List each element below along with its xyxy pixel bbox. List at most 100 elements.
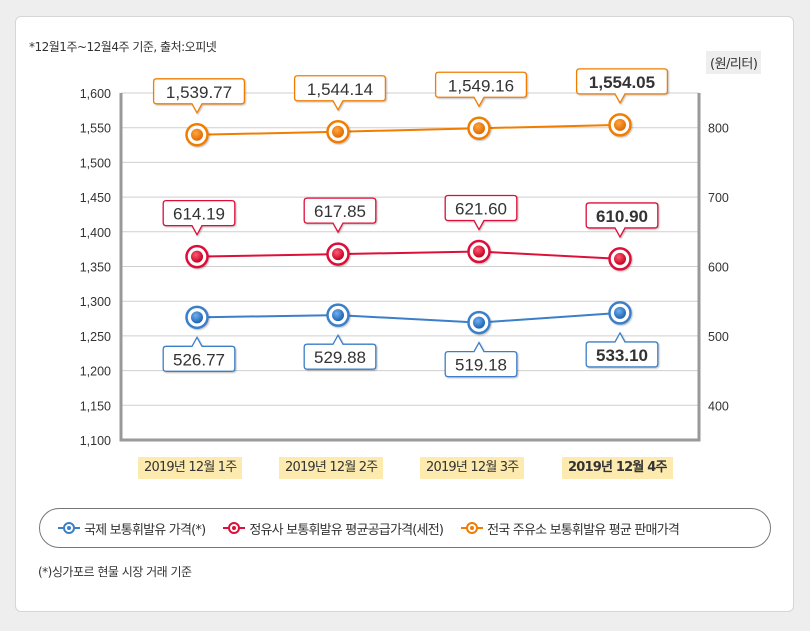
left-tick-label: 1,200 [80, 365, 111, 379]
legend-item-refinery[interactable]: 정유사 보통휘발유 평균공급가격(세전) [223, 519, 444, 538]
marker-dot [332, 125, 344, 138]
marker-dot [473, 316, 485, 329]
data-label: 1,539.77 [166, 83, 232, 102]
series-line [196, 311, 621, 324]
source-note: *12월1주~12월4주 기준, 출처:오피넷 [29, 40, 217, 54]
data-label: 1,549.16 [448, 76, 514, 95]
data-label-callout [434, 71, 528, 108]
category-label: 2019년 12월 4주 [562, 457, 673, 479]
callout-box [585, 202, 659, 239]
unit-label: (원/리터) [706, 51, 762, 74]
category-label: 2019년 12월 2주 [279, 457, 384, 479]
data-label: 529.88 [314, 348, 366, 367]
data-point [185, 305, 209, 330]
left-tick-label: 1,300 [80, 295, 111, 309]
data-point [467, 116, 491, 141]
orange-marker-icon [461, 521, 484, 535]
marker-dot [332, 248, 344, 261]
data-point [608, 301, 632, 325]
marker-dot [191, 311, 203, 324]
data-point [185, 244, 209, 269]
left-tick-label: 1,100 [80, 434, 111, 448]
marker-dot [614, 252, 626, 265]
data-label-callout [293, 75, 387, 112]
data-label-callout [303, 197, 377, 234]
data-point [608, 247, 632, 271]
series-line [196, 250, 621, 260]
left-tick-label: 1,550 [80, 122, 111, 136]
marker-dot [191, 250, 203, 263]
data-point [467, 310, 491, 335]
data-label: 614.19 [173, 205, 225, 224]
data-label: 621.60 [455, 200, 507, 219]
data-label-callout [585, 202, 659, 239]
legend-item-gas-station[interactable]: 전국 주유소 보통휘발유 평균 판매가격 [461, 519, 680, 538]
blue-marker-icon [58, 521, 80, 535]
callout-box [444, 194, 518, 231]
data-label-callout [444, 341, 518, 378]
data-label-callout [152, 78, 246, 115]
data-label-callout [444, 194, 518, 231]
legend-item-international[interactable]: 국제 보통휘발유 가격(*) [58, 519, 206, 538]
footnote: (*)싱가포르 현물 시장 거래 기준 [38, 565, 192, 579]
left-tick-label: 1,150 [80, 399, 111, 413]
data-label-callout [303, 333, 377, 370]
callout-box [585, 331, 659, 368]
right-tick-label: 500 [708, 330, 729, 344]
right-tick-label: 700 [708, 191, 729, 205]
left-tick-label: 1,600 [80, 87, 111, 101]
data-labels: 526.77 529.88 519.18 533.10 614.19 617.85 621.… [152, 68, 669, 378]
red-marker-icon [223, 521, 246, 535]
left-tick-label: 1,500 [80, 156, 111, 170]
callout-box [434, 71, 528, 108]
series-line [196, 123, 621, 136]
marker-dot [614, 118, 626, 131]
data-label: 519.18 [455, 356, 507, 375]
callout-box [303, 333, 377, 370]
data-label-callout [585, 331, 659, 368]
marker-dot [191, 128, 203, 141]
callout-box [162, 200, 236, 236]
callout-box [162, 335, 236, 372]
data-label: 533.10 [596, 346, 648, 365]
data-label-callout [162, 200, 236, 236]
callout-box [303, 197, 377, 234]
series [185, 113, 632, 335]
category-label: 2019년 12월 1주 [138, 457, 243, 479]
left-tick-label: 1,400 [80, 226, 111, 240]
data-point [326, 242, 350, 266]
marker-dot [473, 245, 485, 258]
axes: 1,600 1,550 1,500 1,450 1,400 1,350 1,300 1,250… [80, 87, 729, 448]
data-label: 1,554.05 [589, 73, 655, 92]
category-label: 2019년 12월 3주 [420, 457, 525, 479]
marker-dot [473, 122, 485, 135]
right-tick-label: 400 [708, 399, 729, 413]
data-point [326, 303, 350, 327]
marker-dot [332, 309, 344, 322]
right-tick-label: 800 [708, 122, 729, 136]
marker-dot [614, 306, 626, 319]
legend-label: 정유사 보통휘발유 평균공급가격(세전) [249, 522, 444, 538]
callout-box [575, 68, 669, 105]
data-label: 526.77 [173, 350, 225, 369]
data-point [608, 113, 632, 137]
right-tick-label: 600 [708, 261, 729, 275]
data-label: 610.90 [596, 207, 648, 226]
left-tick-label: 1,450 [80, 191, 111, 205]
callout-box [444, 341, 518, 378]
data-label: 617.85 [314, 202, 366, 221]
data-point [467, 239, 491, 264]
data-label: 1,544.14 [307, 80, 373, 99]
data-point [185, 123, 209, 147]
left-tick-label: 1,250 [80, 330, 111, 344]
legend-label: 전국 주유소 보통휘발유 평균 판매가격 [487, 522, 680, 538]
left-tick-label: 1,350 [80, 261, 111, 275]
data-label-callout [162, 335, 236, 372]
callout-box [152, 78, 246, 115]
data-label-callout [575, 68, 669, 105]
legend: 국제 보통휘발유 가격(*) 정유사 보통휘발유 평균공급가격(세전) 전국 주… [39, 508, 771, 548]
legend-label: 국제 보통휘발유 가격(*) [84, 522, 206, 538]
chart-card [15, 16, 794, 612]
data-point [326, 120, 350, 144]
